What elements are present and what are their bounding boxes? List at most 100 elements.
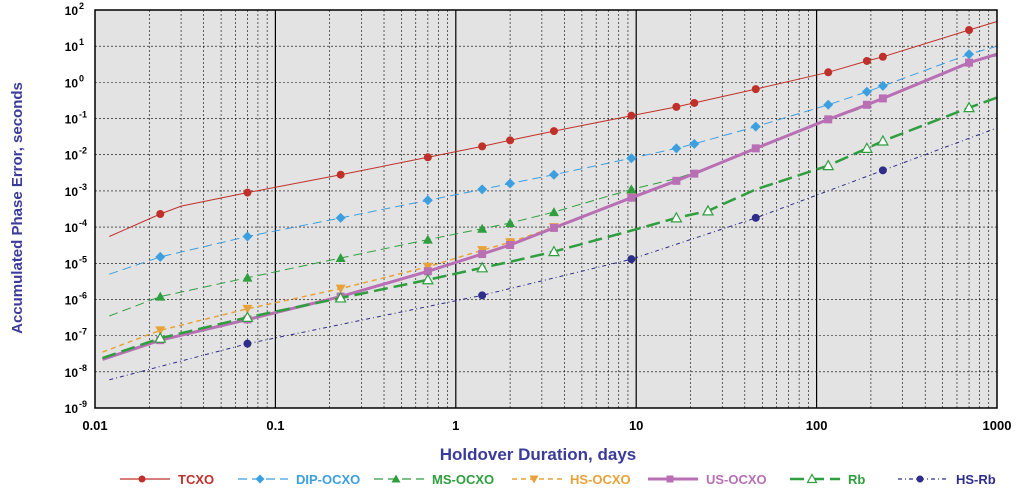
data-point — [506, 136, 515, 145]
data-point — [421, 273, 434, 285]
y-tick-base: 10 — [65, 149, 79, 163]
x-tick-label: 0.1 — [266, 418, 284, 433]
data-point — [242, 272, 253, 282]
y-tick-exponent: 0 — [79, 73, 84, 83]
data-point — [391, 474, 401, 483]
data-point — [548, 169, 559, 180]
legend-item: HS-OCXO — [512, 472, 631, 487]
data-point — [751, 144, 760, 153]
data-point — [422, 262, 433, 272]
data-point — [423, 153, 432, 162]
x-axis-ticks: 0.01 0.1 1 10 100 1000 — [82, 418, 1011, 433]
y-tick-base: 10 — [65, 4, 79, 18]
y-tick-base: 10 — [65, 76, 79, 90]
data-point — [241, 311, 254, 322]
y-tick-exponent: -6 — [79, 290, 87, 300]
y-tick-label: 10 0 — [65, 73, 84, 90]
y-tick-base: 10 — [65, 185, 79, 199]
data-point — [335, 212, 346, 223]
y-tick-label: 10 -7 — [65, 327, 87, 344]
data-point — [335, 284, 346, 294]
data-point — [335, 252, 346, 262]
data-point — [965, 26, 974, 35]
data-point — [477, 184, 488, 195]
legend-item: MS-OCXO — [374, 472, 494, 487]
data-point — [751, 213, 760, 222]
data-point — [672, 176, 681, 185]
y-tick-base: 10 — [65, 40, 79, 54]
y-tick-exponent: -1 — [79, 110, 87, 120]
x-tick-label: 1 — [452, 418, 459, 433]
y-tick-label: 10 2 — [65, 1, 84, 18]
legend-item: HS-Rb — [898, 472, 996, 487]
x-tick-label: 0.01 — [82, 418, 107, 433]
legend-item: TCXO — [120, 472, 214, 487]
data-point — [334, 291, 347, 303]
data-point — [548, 207, 559, 217]
data-point — [916, 475, 924, 483]
series-tcxo — [109, 21, 998, 237]
y-tick-exponent: 1 — [79, 37, 84, 47]
y-tick-label: 10 -5 — [65, 254, 87, 271]
data-point — [422, 234, 433, 244]
data-point — [627, 193, 636, 202]
y-tick-base: 10 — [65, 221, 79, 235]
legend-label: US-OCXO — [706, 472, 767, 487]
data-point — [824, 115, 833, 124]
data-point — [862, 56, 871, 65]
data-point — [878, 52, 887, 61]
legend-label: DIP-OCXO — [296, 472, 360, 487]
x-tick-label: 10 — [629, 418, 643, 433]
y-tick-exponent: -4 — [79, 218, 87, 228]
data-point — [963, 101, 976, 113]
plot-area — [95, 10, 997, 408]
series-ms-ocxo — [109, 55, 998, 317]
data-point — [672, 102, 681, 111]
data-point — [878, 166, 887, 175]
data-point — [878, 94, 887, 103]
data-point — [138, 475, 146, 483]
data-point — [242, 304, 253, 314]
data-point — [862, 100, 871, 109]
y-tick-base: 10 — [65, 257, 79, 271]
y-tick-label: 10 1 — [65, 37, 84, 54]
data-point — [243, 188, 252, 197]
data-point — [549, 223, 558, 232]
grid — [95, 10, 997, 408]
data-point — [701, 204, 715, 216]
legend-label: Rb — [848, 472, 865, 487]
legend-label: HS-OCXO — [570, 472, 631, 487]
y-tick-exponent: -5 — [79, 254, 87, 264]
y-axis-ticks: 10-910-810-710-610-510-410-310-210-110 01… — [65, 1, 87, 416]
y-tick-base: 10 — [65, 402, 79, 416]
data-point — [627, 111, 636, 120]
data-point — [965, 58, 974, 67]
y-tick-base: 10 — [65, 113, 79, 127]
data-point — [505, 178, 516, 189]
data-point — [861, 86, 872, 97]
data-point — [155, 291, 166, 301]
legend: TCXO DIP-OCXO MS-OCXO HS-OCXO US-OCXO Rb HS-Rb — [120, 472, 996, 487]
legend-item: DIP-OCXO — [238, 472, 360, 487]
data-point — [478, 250, 487, 259]
y-axis-title: Accumulated Phase Error, seconds — [9, 82, 26, 334]
x-tick-label: 1000 — [983, 418, 1012, 433]
data-point — [626, 184, 637, 194]
data-point — [529, 475, 539, 484]
data-point — [751, 85, 760, 94]
data-point — [476, 261, 489, 273]
y-tick-exponent: -2 — [79, 146, 87, 156]
data-point — [154, 331, 167, 343]
data-point — [690, 98, 699, 107]
series-hs-rb — [109, 127, 998, 381]
data-point — [243, 339, 252, 348]
data-point — [336, 170, 345, 179]
data-point — [155, 326, 166, 336]
legend-label: MS-OCXO — [432, 472, 494, 487]
y-tick-exponent: -7 — [79, 327, 87, 337]
data-point — [255, 474, 265, 484]
data-point — [156, 210, 165, 219]
legend-item: Rb — [790, 472, 865, 487]
data-point — [823, 99, 834, 110]
